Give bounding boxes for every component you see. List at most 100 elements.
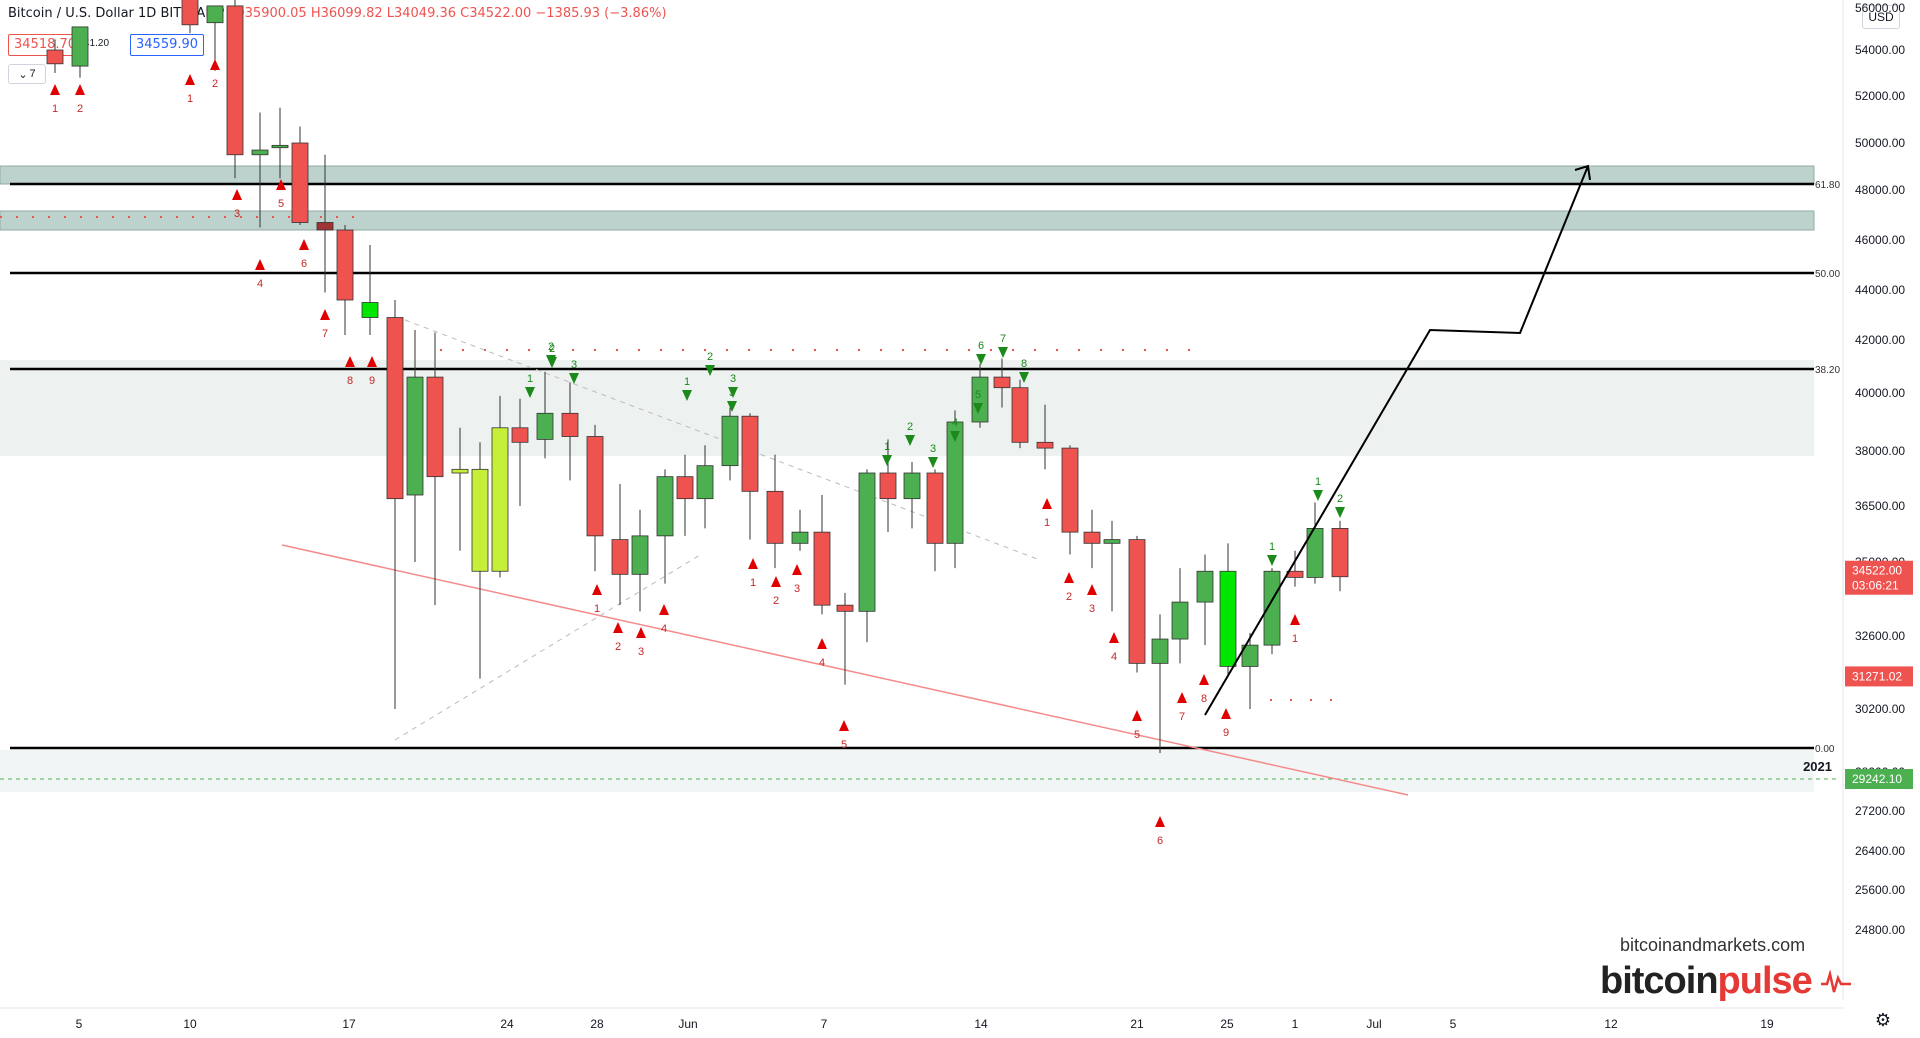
candle-body xyxy=(226,5,244,156)
fib-label-2: 38.20 xyxy=(1815,365,1840,376)
buy-button[interactable]: 34559.90 xyxy=(130,34,205,56)
td-buy-setup-marker xyxy=(210,59,220,70)
candle-body xyxy=(1011,387,1029,443)
candle-body xyxy=(858,472,876,612)
candle-body xyxy=(471,468,489,572)
td-buy-setup-marker xyxy=(185,74,195,85)
candle-body xyxy=(656,476,674,537)
candle-body xyxy=(406,376,424,496)
td-count-label: 4 xyxy=(1111,651,1117,663)
td-count-label: 1 xyxy=(1269,541,1275,553)
td-buy-setup-marker xyxy=(367,356,377,367)
td-count-label: 1 xyxy=(594,603,600,615)
candle-body xyxy=(676,476,694,500)
triangle-line-upper xyxy=(404,319,1041,561)
td-count-label: 3 xyxy=(930,443,936,455)
candle-body xyxy=(1128,539,1146,664)
candle-body xyxy=(491,427,509,572)
td-buy-setup-marker xyxy=(1042,498,1052,509)
candle-body xyxy=(721,415,739,467)
td-count-label: 4 xyxy=(661,623,667,635)
year-label: 2021 xyxy=(1803,759,1832,774)
td-sell-setup-marker xyxy=(1019,372,1029,383)
sell-button[interactable]: 34518.70 xyxy=(8,34,83,56)
candle-body xyxy=(1263,570,1281,646)
level-label-1: 31271.02 xyxy=(1852,669,1902,683)
x-tick-label: 25 xyxy=(1220,1017,1234,1031)
td-count-label: 5 xyxy=(278,198,284,210)
td-count-label: 2 xyxy=(212,78,218,90)
td-buy-setup-marker xyxy=(1064,572,1074,583)
candle-body xyxy=(46,49,64,65)
candle-body xyxy=(1036,441,1054,449)
candle-body xyxy=(1241,644,1259,667)
td-buy-setup-marker xyxy=(345,356,355,367)
td-buy-setup-marker xyxy=(817,638,827,649)
td-sell-setup-marker xyxy=(1335,507,1345,518)
td-count-label: 6 xyxy=(1157,835,1163,847)
candle-body xyxy=(1061,447,1079,533)
td-count-label: 8 xyxy=(347,375,353,387)
candle-body xyxy=(879,472,897,500)
candle-body xyxy=(971,376,989,423)
td-sell-setup-marker xyxy=(1267,555,1277,566)
td-buy-setup-marker xyxy=(839,720,849,731)
y-tick-label: 40000.00 xyxy=(1855,386,1905,400)
candle-body xyxy=(251,149,269,156)
candle-body xyxy=(511,427,529,443)
candle-body xyxy=(71,26,89,67)
td-sell-setup-marker xyxy=(882,455,892,466)
td-sell-setup-marker xyxy=(569,373,579,384)
range-zone xyxy=(0,360,1814,456)
x-tick-label: 1 xyxy=(1292,1017,1299,1031)
triangle-line-lower xyxy=(394,554,701,741)
candle-body xyxy=(361,302,379,318)
td-count-label: 7 xyxy=(322,328,328,340)
td-count-label: 2 xyxy=(773,595,779,607)
td-buy-setup-marker xyxy=(592,584,602,595)
td-sell-setup-marker xyxy=(976,354,986,365)
td-count-label: 1 xyxy=(750,577,756,589)
td-sell-setup-marker xyxy=(682,390,692,401)
candle-body xyxy=(206,5,224,24)
td-buy-setup-marker xyxy=(1087,584,1097,595)
resistance-zone-mid xyxy=(0,210,1815,231)
td-count-label: 7 xyxy=(1000,333,1006,345)
td-buy-setup-marker xyxy=(1177,692,1187,703)
td-count-label: 2 xyxy=(1337,493,1343,505)
td-count-label: 2 xyxy=(1066,591,1072,603)
interval-label: 1D xyxy=(138,6,157,21)
td-count-label: 8 xyxy=(1021,358,1027,370)
td-buy-setup-marker xyxy=(232,189,242,200)
td-sell-setup-marker xyxy=(905,435,915,446)
y-tick-label: 56000.00 xyxy=(1855,1,1905,15)
td-count-label: 9 xyxy=(369,375,375,387)
td-sell-setup-marker xyxy=(1313,490,1323,501)
td-count-label: 1 xyxy=(187,93,193,105)
x-month-label: Jul xyxy=(1366,1017,1381,1031)
candle-body xyxy=(1103,539,1121,544)
x-tick-label: 21 xyxy=(1130,1017,1144,1031)
symbol-name: Bitcoin / U.S. Dollar xyxy=(8,6,134,21)
currency-button[interactable]: USD xyxy=(1862,5,1900,29)
td-count-label: 2 xyxy=(549,343,555,355)
x-tick-label: 14 xyxy=(974,1017,988,1031)
last-price-label: 34522.00 xyxy=(1852,564,1902,578)
watermark-site: bitcoinandmarkets.com xyxy=(1620,935,1806,955)
symbol-legend[interactable]: Bitcoin / U.S. Dollar 1D BITSTAMP O35900… xyxy=(8,6,667,21)
x-tick-label: 28 xyxy=(590,1017,604,1031)
td-buy-setup-marker xyxy=(299,239,309,250)
y-tick-label: 42000.00 xyxy=(1855,333,1905,347)
td-buy-setup-marker xyxy=(659,604,669,615)
candle-body xyxy=(611,539,629,575)
gear-icon[interactable]: ⚙ xyxy=(1874,1009,1892,1030)
resistance-zone-upper xyxy=(0,165,1815,185)
candle-body xyxy=(993,376,1011,389)
td-count-label: 1 xyxy=(884,441,890,453)
indicator-toggle[interactable]: ⌄ 7 xyxy=(8,64,46,84)
level-tag-2 xyxy=(1845,769,1913,789)
candle-body xyxy=(316,222,334,231)
td-buy-setup-marker xyxy=(792,564,802,575)
td-count-label: 6 xyxy=(301,258,307,270)
